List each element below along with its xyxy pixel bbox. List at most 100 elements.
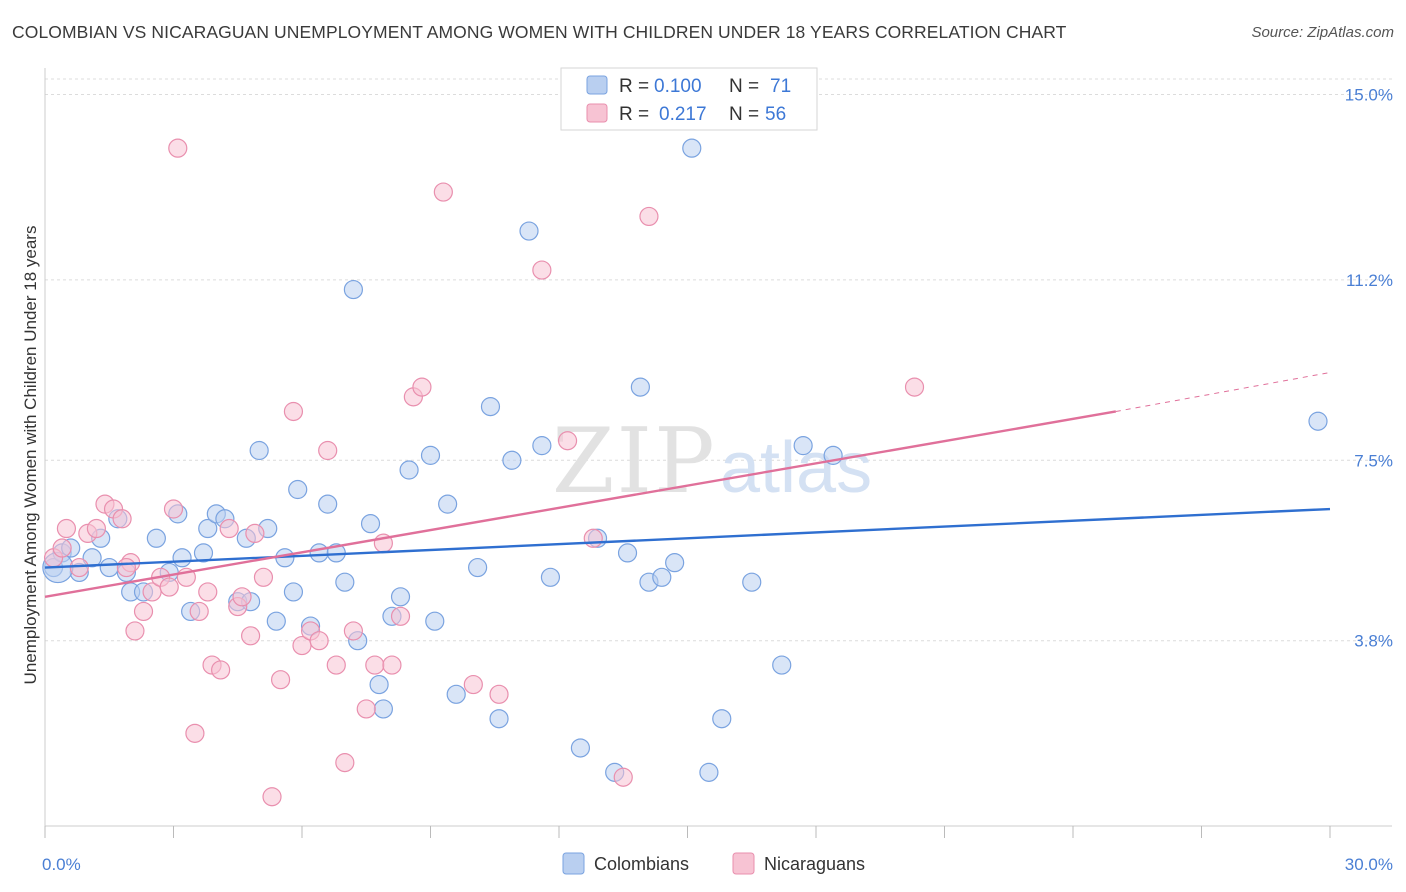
tick-labels: 3.8% 7.5% 11.2% 15.0% 0.0% 30.0% — [42, 86, 1393, 874]
colombians-point-66 — [793, 436, 813, 456]
legend-swatch-colombians — [586, 75, 608, 95]
nicaraguans-point-23 — [219, 518, 239, 539]
nicaraguans-point-11 — [133, 601, 154, 622]
colombians-point-63 — [712, 709, 732, 729]
legend-r-value-1: 0.100 — [654, 76, 702, 97]
trend-line-0 — [44, 507, 1331, 569]
nicaraguans-point-14 — [159, 577, 179, 597]
colombians-point-48 — [489, 709, 509, 729]
colombians-point-65 — [772, 655, 792, 675]
colombians-point-60 — [665, 553, 685, 573]
nicaraguans-point-15 — [163, 499, 184, 519]
correlation-legend: R = 0.100 N = 71 R = 0.217 N = 56 — [560, 67, 818, 131]
nicaraguans-point-51 — [583, 528, 603, 548]
nicaraguans-point-37 — [335, 753, 355, 773]
nicaraguans-point-31 — [283, 401, 304, 422]
colombians-point-45 — [446, 684, 466, 704]
legend-n-value-1: 71 — [770, 76, 791, 97]
colombians-point-31 — [318, 494, 338, 514]
y-tick-label-0: 3.8% — [1354, 632, 1393, 651]
colombians-point-17 — [198, 518, 218, 539]
nicaraguans-point-16 — [168, 138, 188, 158]
legend-n-value-2: 56 — [765, 104, 786, 125]
colombians-point-44 — [438, 494, 458, 514]
nicaraguans-point-50 — [557, 431, 578, 451]
legend-r-label-2: R = — [619, 104, 649, 125]
colombians-point-57 — [630, 377, 650, 397]
colombians-point-41 — [399, 460, 419, 480]
colombians-point-30 — [309, 543, 329, 563]
colombians-point-52 — [540, 567, 561, 587]
legend-r-value-2: 0.217 — [659, 104, 707, 125]
colombians-point-4 — [82, 548, 102, 568]
nicaraguans-point-3 — [69, 557, 89, 578]
colombians-point-43 — [425, 611, 445, 631]
colombians-point-36 — [360, 514, 381, 534]
nicaraguans-point-36 — [326, 655, 346, 675]
colombians-point-56 — [617, 543, 638, 563]
axes — [44, 68, 1392, 838]
nicaraguans-point-2 — [56, 518, 77, 539]
colombians-point-46 — [468, 557, 488, 578]
nicaraguans-point-27 — [245, 523, 265, 544]
colombians-point-11 — [146, 528, 166, 548]
nicaraguans-point-35 — [318, 440, 338, 461]
bottom-legend-swatch-nicaraguans — [732, 852, 755, 875]
nicaraguans-point-38 — [343, 621, 363, 641]
colombians-point-16 — [193, 543, 214, 563]
nicaraguans-point-20 — [198, 582, 218, 602]
colombians-point-62 — [699, 762, 719, 782]
nicaraguans-point-39 — [356, 699, 376, 719]
colombians-point-38 — [373, 699, 393, 719]
colombians-point-37 — [369, 674, 389, 695]
nicaraguans-point-19 — [189, 601, 209, 622]
colombians-point-42 — [420, 445, 441, 465]
nicaraguans-point-25 — [232, 587, 252, 607]
grid-lines — [45, 78, 1392, 642]
x-tick-label-min: 0.0% — [42, 855, 81, 874]
colombians-point-50 — [519, 221, 539, 241]
colombians-point-14 — [172, 548, 192, 568]
nicaraguans-point-18 — [185, 723, 205, 743]
bottom-legend-label-nicaraguans: Nicaraguans — [764, 854, 865, 874]
y-tick-label-3: 15.0% — [1345, 86, 1393, 105]
legend-n-label-2: N = — [729, 104, 759, 125]
nicaraguans-point-10 — [125, 621, 145, 641]
colombians-point-28 — [288, 479, 308, 500]
colombians-point-25 — [266, 611, 286, 631]
nicaraguans-point-46 — [433, 182, 453, 202]
colombians-point-6 — [99, 557, 119, 578]
nicaraguans-point-43 — [390, 606, 411, 626]
y-tick-label-2: 11.2% — [1346, 271, 1393, 290]
trend-line-1 — [44, 410, 1117, 598]
legend-r-label-1: R = — [619, 76, 649, 97]
y-axis-label: Unemployment Among Women with Children U… — [21, 226, 40, 685]
colombians-point-23 — [249, 440, 269, 461]
nicaraguans-point-54 — [904, 377, 925, 397]
series-nicaraguans-points — [43, 138, 925, 807]
colombians-point-47 — [480, 397, 501, 417]
x-tick-label-max: 30.0% — [1345, 855, 1393, 874]
bottom-legend-swatch-colombians — [562, 852, 585, 875]
colombians-point-33 — [335, 572, 355, 592]
bottom-legend-label-colombians: Colombians — [594, 854, 689, 874]
nicaraguans-point-47 — [463, 674, 483, 695]
trend-line-2 — [1115, 371, 1331, 412]
nicaraguans-point-30 — [270, 670, 291, 690]
nicaraguans-point-48 — [489, 684, 509, 704]
nicaraguans-point-28 — [253, 567, 274, 587]
chart-source: Source: ZipAtlas.com — [1251, 24, 1394, 41]
nicaraguans-point-26 — [241, 626, 261, 646]
nicaraguans-point-52 — [613, 767, 633, 787]
colombians-point-34 — [343, 279, 363, 300]
colombians-point-64 — [742, 572, 762, 592]
colombians-point-59 — [652, 567, 672, 587]
y-tick-label-1: 7.5% — [1354, 451, 1393, 470]
series-legend: Colombians Nicaraguans — [562, 852, 865, 875]
nicaraguans-point-5 — [86, 518, 107, 539]
colombians-point-61 — [682, 138, 702, 158]
nicaraguans-point-53 — [639, 206, 659, 227]
chart-title: COLOMBIAN VS NICARAGUAN UNEMPLOYMENT AMO… — [12, 22, 1067, 42]
nicaraguans-point-1 — [52, 538, 72, 558]
